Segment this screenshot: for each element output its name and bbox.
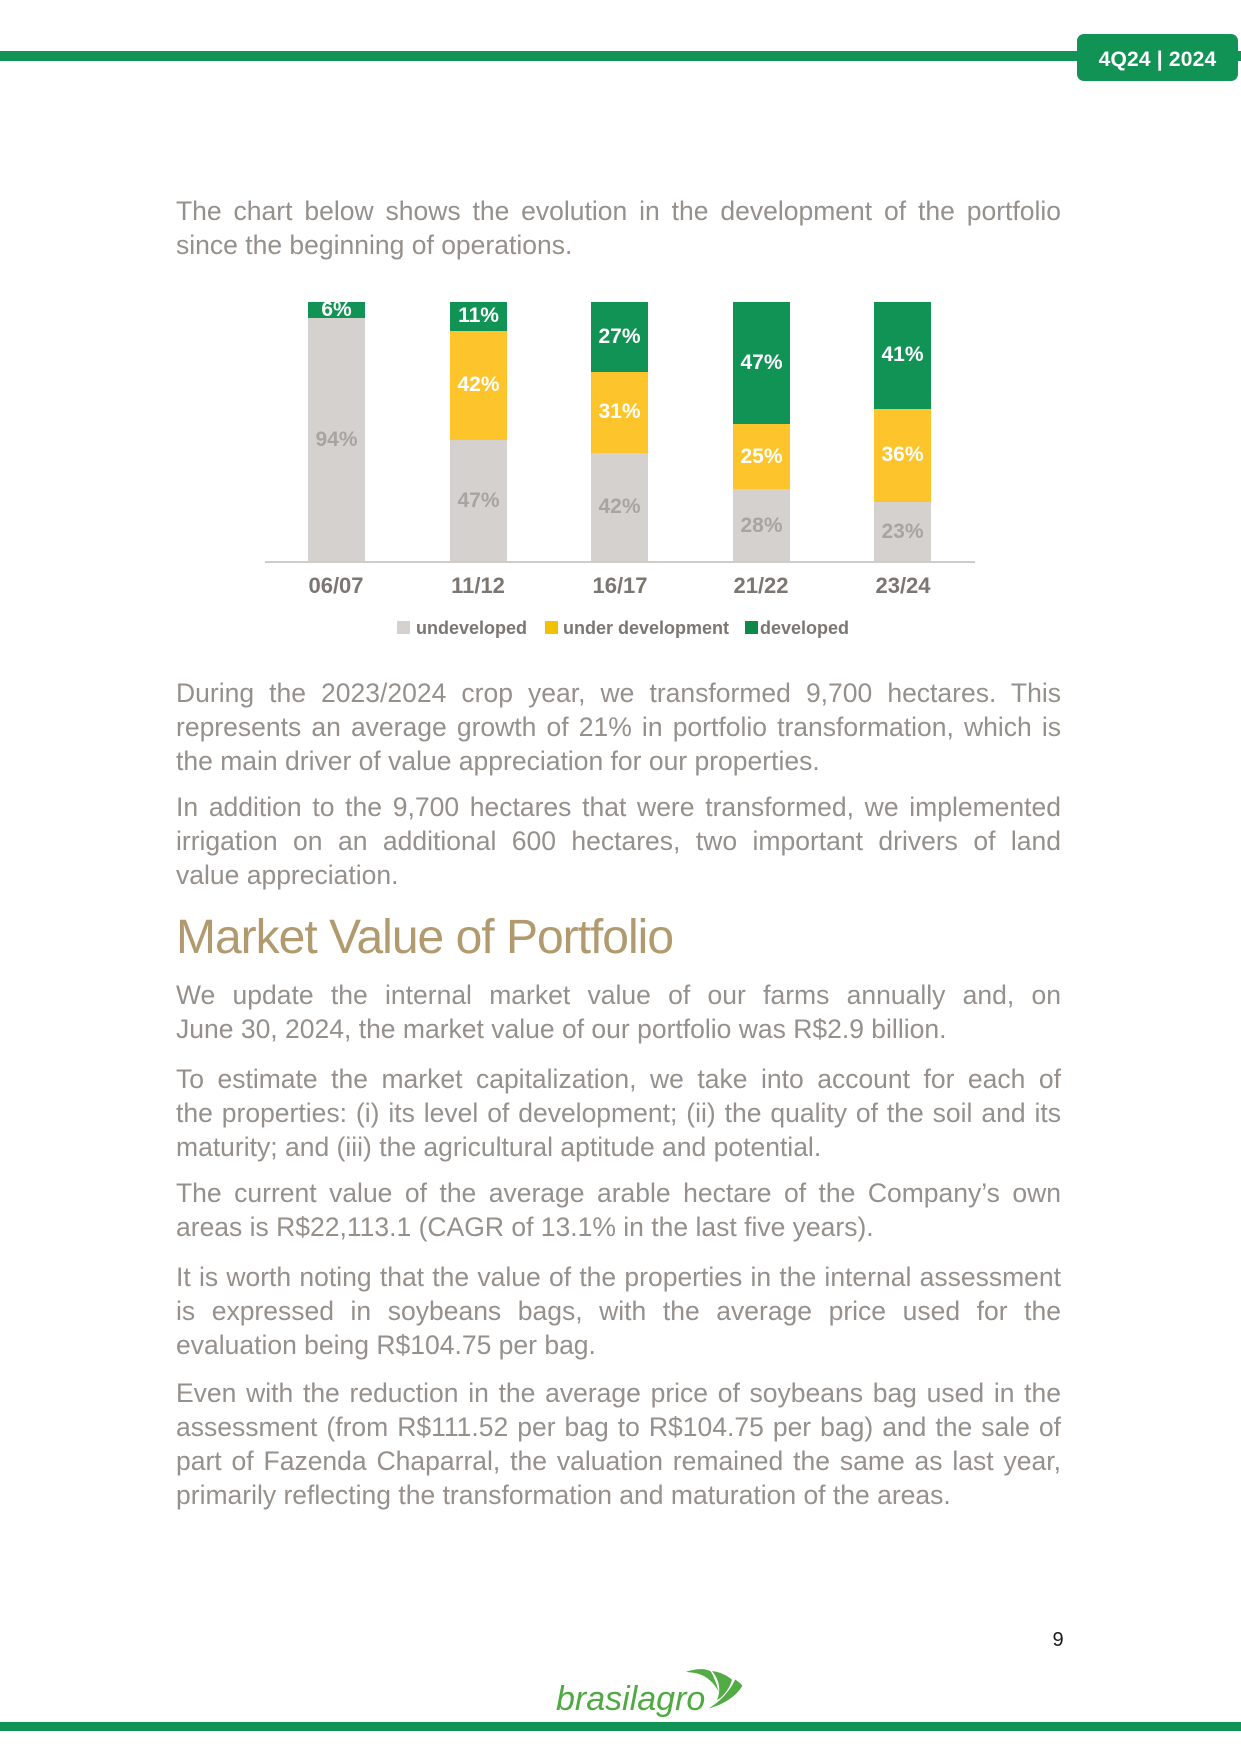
svg-text:brasilagro: brasilagro [556,1680,705,1718]
